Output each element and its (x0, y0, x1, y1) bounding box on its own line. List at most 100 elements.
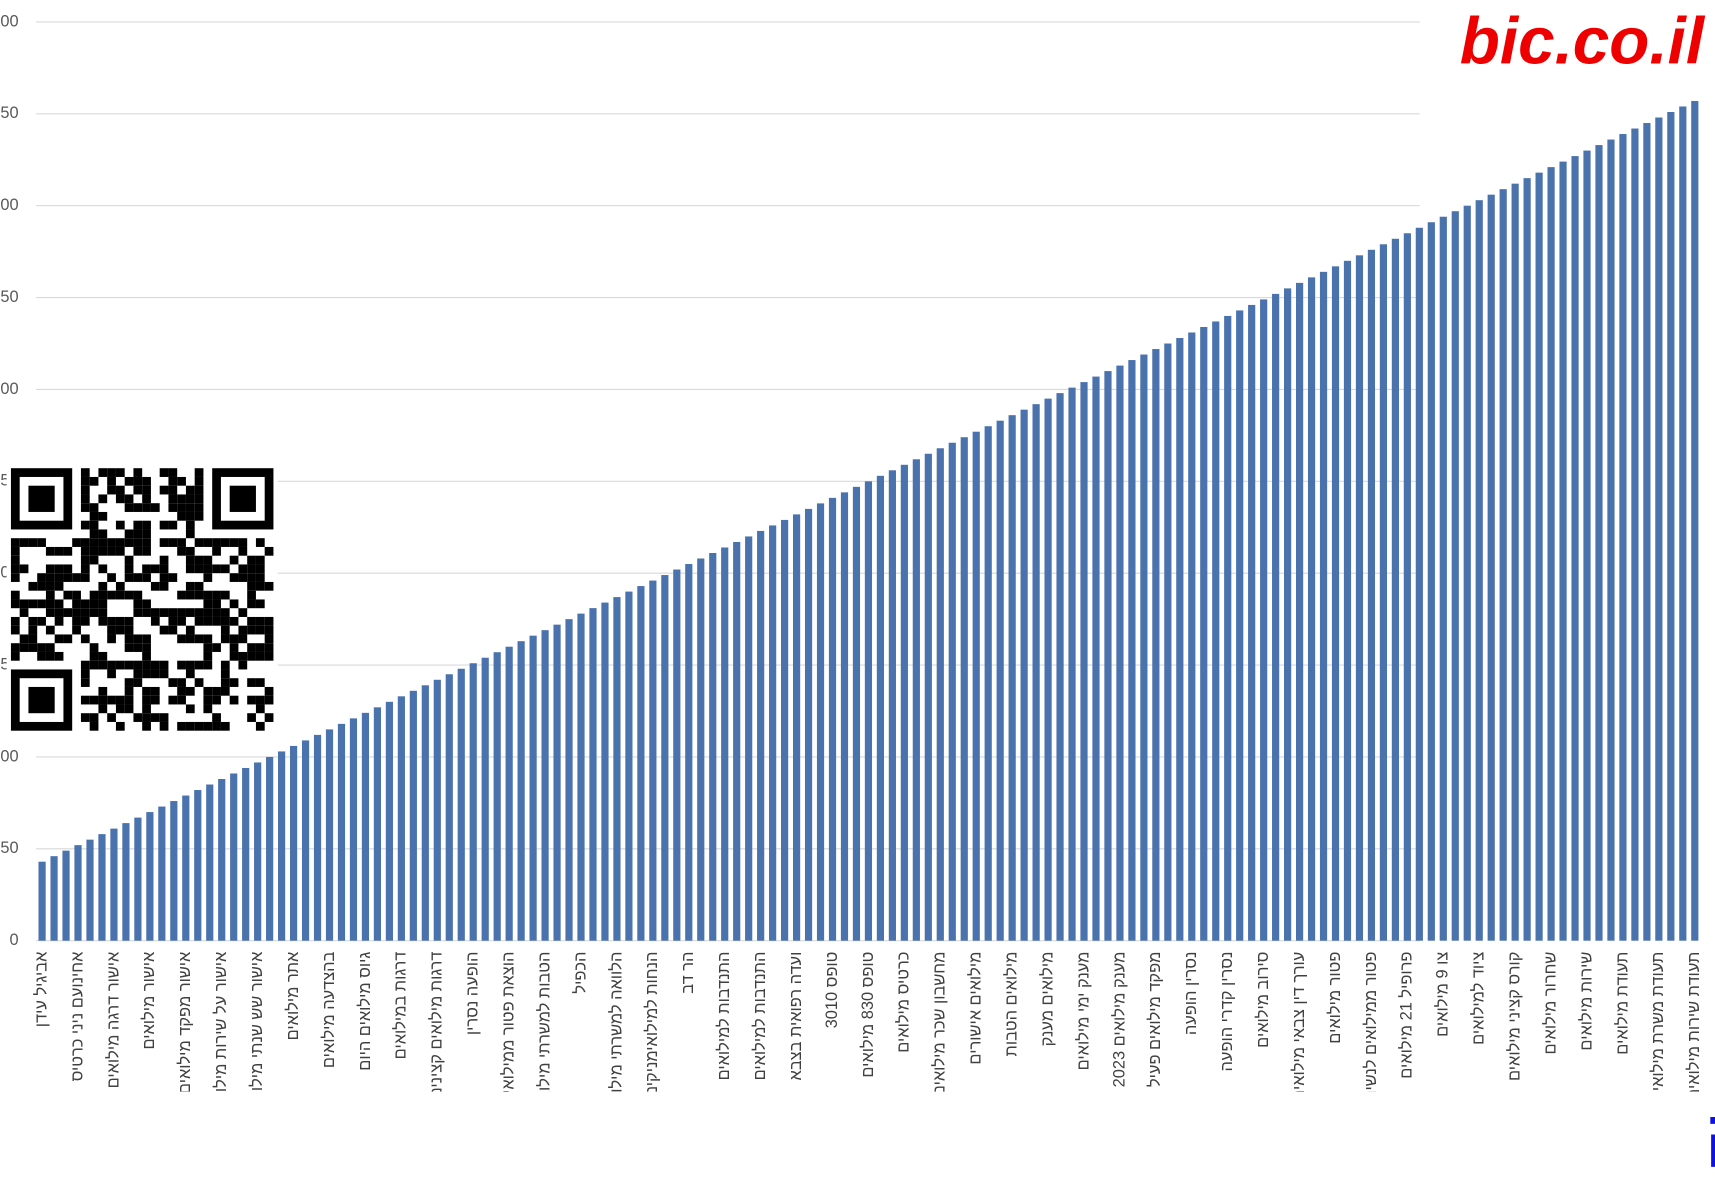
bar (541, 630, 549, 941)
bar (230, 773, 238, 941)
qr-module (194, 678, 204, 687)
bar (170, 801, 178, 941)
x-tick-label: אישור דרגה מילואים (104, 951, 122, 1088)
qr-module (185, 503, 195, 512)
qr-module (124, 625, 134, 635)
y-tick-label: 450 (0, 104, 19, 122)
bar (733, 541, 741, 941)
qr-module (150, 581, 160, 591)
qr-module (203, 538, 213, 547)
x-tick-label: מילואים הטבות (1002, 952, 1020, 1057)
qr-module (63, 564, 73, 574)
x-tick-label: מענק ימי מילואים (1074, 952, 1092, 1071)
qr-module (185, 704, 195, 714)
qr-module (247, 581, 256, 591)
bar (1667, 111, 1675, 941)
qr-module (142, 669, 151, 679)
qr-module (107, 538, 116, 547)
qr-module (133, 503, 143, 512)
qr-module (115, 468, 125, 477)
bar (1272, 293, 1280, 941)
y-tick-label: 300 (0, 380, 19, 398)
qr-module (247, 643, 256, 652)
qr-module (115, 494, 125, 504)
qr-module (89, 590, 99, 600)
bar (206, 784, 214, 941)
x-tick-label: אישור מפקד מילואים (176, 951, 194, 1094)
qr-module (194, 608, 204, 617)
qr-module (212, 721, 221, 731)
qr-module (220, 625, 230, 635)
bar (337, 723, 346, 941)
bar (1535, 172, 1543, 941)
qr-module (229, 538, 239, 547)
qr-module (10, 573, 20, 582)
qr-module (177, 590, 186, 600)
qr-module (124, 564, 134, 574)
qr-module (98, 494, 108, 504)
bar (397, 696, 405, 941)
bar (1523, 178, 1531, 941)
qr-module (115, 485, 125, 495)
qr-module (10, 546, 20, 556)
qr-module (168, 476, 178, 486)
bar (98, 834, 106, 941)
qr-module (133, 476, 143, 486)
qr-module (203, 686, 213, 696)
qr-module (124, 503, 134, 512)
bar (816, 503, 825, 941)
x-tick-label: אביגיל עידן (32, 951, 50, 1027)
bar (457, 668, 465, 941)
bar (110, 828, 118, 941)
bar (613, 597, 621, 941)
qr-module (185, 520, 195, 530)
x-tick-label: ועדה רפואית בצבא (787, 952, 805, 1081)
qr-module (80, 660, 90, 670)
qr-module (194, 503, 204, 512)
bar (900, 464, 908, 941)
bar (721, 547, 729, 941)
qr-module (54, 616, 64, 626)
qr-module (80, 634, 90, 644)
qr-module (107, 625, 116, 635)
qr-module (264, 581, 274, 591)
qr-module (238, 538, 248, 547)
qr-module (203, 695, 213, 705)
qr-module (177, 695, 186, 705)
qr-module (98, 651, 108, 661)
qr-module (238, 546, 248, 556)
qr-module (63, 634, 73, 644)
bar (852, 486, 861, 941)
qr-module (185, 581, 195, 591)
bar (1595, 145, 1603, 941)
qr-module (133, 599, 143, 609)
qr-module (115, 520, 125, 530)
bar (1427, 222, 1435, 941)
qr-module (238, 625, 248, 635)
bar (481, 657, 489, 941)
qr-module (19, 564, 29, 574)
qr-module (212, 616, 221, 626)
bar (1691, 100, 1699, 941)
qr-module (54, 564, 64, 574)
qr-module (229, 643, 239, 652)
bar (194, 790, 202, 941)
bar (1200, 326, 1208, 941)
qr-module (54, 608, 64, 617)
qr-module (212, 546, 221, 556)
qr-module (264, 643, 274, 652)
qr-module (203, 704, 213, 714)
qr-module (133, 634, 143, 644)
qr-module (203, 651, 213, 661)
qr-module (185, 494, 195, 504)
qr-module (124, 538, 134, 547)
qr-module (238, 564, 248, 574)
bar (1547, 167, 1555, 941)
qr-module (124, 634, 134, 644)
qr-module (115, 538, 125, 547)
bar (361, 712, 370, 941)
qr-module (98, 695, 108, 705)
qr-module (264, 616, 274, 626)
